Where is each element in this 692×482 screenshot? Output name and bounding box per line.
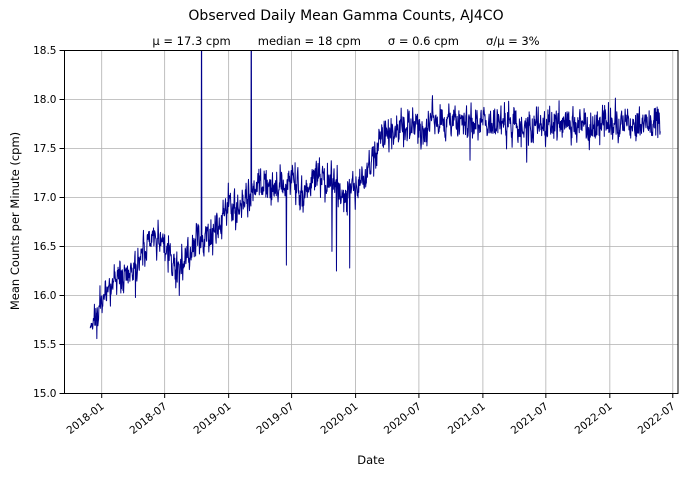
data-line bbox=[89, 50, 661, 340]
stat-median: median = 18 cpm bbox=[257, 34, 361, 48]
stats-line: μ = 17.3 cpm median = 18 cpm σ = 0.6 cpm… bbox=[0, 34, 692, 48]
x-axis-label: Date bbox=[357, 453, 385, 467]
stat-sigma: σ = 0.6 cpm bbox=[387, 34, 459, 48]
x-tick-label: 2021-07 bbox=[509, 400, 551, 436]
x-tick-label: 2022-07 bbox=[636, 400, 678, 436]
x-tick-label: 2018-07 bbox=[128, 400, 170, 436]
plot-border bbox=[64, 50, 679, 394]
y-tick-label: 18.0 bbox=[33, 94, 56, 106]
y-tick-label: 17.0 bbox=[33, 192, 56, 204]
stat-mu: μ = 17.3 cpm bbox=[152, 34, 231, 48]
x-tick-label: 2020-07 bbox=[382, 400, 424, 436]
y-tick-label: 17.5 bbox=[33, 143, 56, 155]
y-tick-label: 18.5 bbox=[33, 45, 56, 57]
x-tick-label: 2018-01 bbox=[65, 400, 107, 436]
x-tick-label: 2020-01 bbox=[318, 400, 360, 436]
y-tick-label: 15.5 bbox=[33, 339, 56, 351]
x-tick-label: 2019-07 bbox=[254, 400, 296, 436]
x-tick-label: 2019-01 bbox=[192, 400, 234, 436]
y-axis-label: Mean Counts per Minute (cpm) bbox=[8, 131, 22, 311]
y-tick-label: 16.0 bbox=[33, 290, 56, 302]
x-tick-label: 2022-01 bbox=[573, 400, 615, 436]
stat-sigma-over-mu: σ/μ = 3% bbox=[485, 34, 540, 48]
y-tick-label: 16.5 bbox=[33, 241, 56, 253]
x-tick-label: 2021-01 bbox=[446, 400, 488, 436]
chart-title: Observed Daily Mean Gamma Counts, AJ4CO bbox=[188, 8, 504, 24]
y-tick-label: 15.0 bbox=[33, 388, 56, 400]
